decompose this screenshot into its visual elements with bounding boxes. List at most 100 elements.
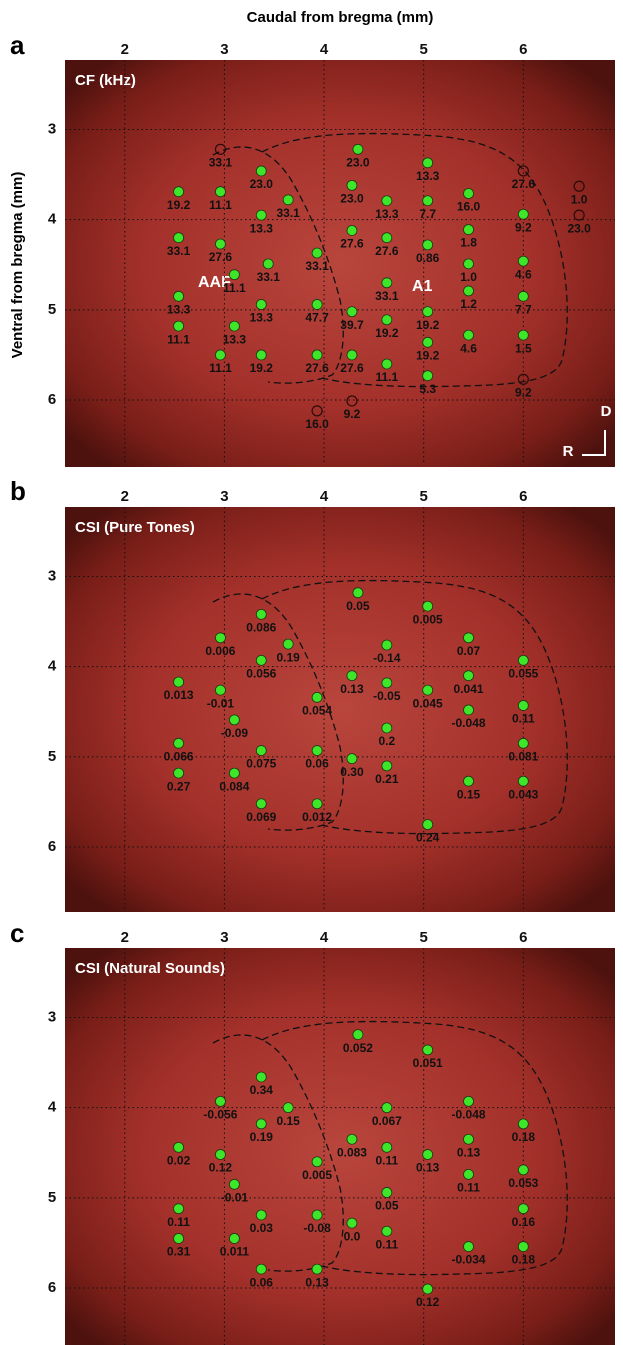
y-tick-label: 5 — [48, 301, 56, 318]
site-label: 13.3 — [375, 207, 399, 221]
site — [174, 233, 184, 243]
site-label: 4.6 — [515, 267, 532, 281]
site — [464, 259, 474, 269]
site-label: 0.19 — [250, 1130, 274, 1144]
site — [423, 820, 433, 830]
site-label: 0.18 — [512, 1253, 536, 1267]
site-label: 0.21 — [375, 772, 399, 786]
site — [382, 1103, 392, 1113]
site — [229, 768, 239, 778]
site — [256, 1264, 266, 1274]
site-label: 0.15 — [457, 787, 481, 801]
site-label: 9.2 — [344, 407, 361, 421]
site-label: 19.2 — [250, 361, 274, 375]
site-label: 0.11 — [375, 1237, 398, 1251]
site — [256, 746, 266, 756]
site-label: 1.0 — [571, 192, 588, 206]
site — [382, 678, 392, 688]
site — [256, 799, 266, 809]
site — [312, 1264, 322, 1274]
x-tick-label: 4 — [320, 488, 329, 505]
site — [382, 640, 392, 650]
site — [353, 588, 363, 598]
site-label: 0.06 — [250, 1275, 274, 1289]
site-label: 0.06 — [305, 757, 329, 771]
site-label: 0.006 — [205, 644, 235, 658]
site-label: 33.1 — [305, 259, 329, 273]
site-label: 0.012 — [302, 810, 332, 824]
x-tick-label: 6 — [519, 929, 527, 946]
site-label: 0.0 — [344, 1229, 361, 1243]
site — [174, 187, 184, 197]
y-axis-title: Ventral from bregma (mm) — [9, 172, 26, 359]
site — [464, 286, 474, 296]
site — [382, 196, 392, 206]
site-label: 0.051 — [413, 1056, 443, 1070]
site-label: 1.8 — [460, 236, 477, 250]
site — [256, 350, 266, 360]
site-label: 16.0 — [305, 417, 329, 431]
site-label: 23.0 — [250, 177, 274, 191]
site-label: 27.6 — [375, 244, 399, 258]
site — [518, 776, 528, 786]
site-label: 13.3 — [167, 302, 191, 316]
site-label: 0.07 — [457, 644, 481, 658]
site-label: 0.16 — [512, 1215, 536, 1229]
site — [312, 1210, 322, 1220]
site — [283, 1103, 293, 1113]
site-label: 27.6 — [340, 361, 364, 375]
site-label: 7.7 — [515, 302, 532, 316]
site-label: 11.1 — [375, 370, 398, 384]
site-label: 13.3 — [416, 169, 440, 183]
site — [256, 166, 266, 176]
site — [423, 1045, 433, 1055]
site — [382, 233, 392, 243]
site-label: 0.013 — [164, 688, 194, 702]
site — [518, 330, 528, 340]
site — [215, 685, 225, 695]
site-label: 33.1 — [375, 289, 399, 303]
site-label: -0.034 — [452, 1253, 486, 1267]
x-tick-label: 4 — [320, 41, 329, 58]
x-axis-title: Caudal from bregma (mm) — [247, 9, 434, 26]
site-label: 0.11 — [457, 1181, 480, 1195]
site-label: 33.1 — [167, 244, 191, 258]
site-label: 5.3 — [419, 382, 436, 396]
site-label: 0.13 — [416, 1161, 440, 1175]
x-tick-label: 4 — [320, 929, 329, 946]
panel-a-background — [65, 60, 615, 467]
site-label: 0.081 — [508, 749, 538, 763]
x-tick-label: 2 — [121, 41, 129, 58]
site — [518, 256, 528, 266]
site — [464, 330, 474, 340]
site-label: 11.1 — [209, 361, 232, 375]
panel-b-background — [65, 507, 615, 912]
site — [382, 359, 392, 369]
site — [174, 738, 184, 748]
site-label: 0.075 — [246, 757, 276, 771]
y-tick-label: 6 — [48, 391, 56, 408]
site-label: 0.11 — [512, 712, 535, 726]
site — [174, 1142, 184, 1152]
site — [464, 225, 474, 235]
site — [263, 259, 273, 269]
site-label: 7.7 — [419, 207, 436, 221]
site-label: -0.08 — [303, 1221, 331, 1235]
site — [312, 1157, 322, 1167]
site — [256, 210, 266, 220]
region-label: A1 — [412, 278, 433, 295]
site — [518, 1119, 528, 1129]
site — [229, 715, 239, 725]
site-label: 0.005 — [413, 612, 443, 626]
site-label: 0.05 — [375, 1199, 399, 1213]
site-label: 0.056 — [246, 667, 276, 681]
site — [312, 350, 322, 360]
y-tick-label: 4 — [48, 658, 57, 675]
site-label: 23.0 — [346, 155, 370, 169]
site-label: 0.13 — [340, 682, 364, 696]
site — [256, 655, 266, 665]
site-label: 23.0 — [340, 192, 364, 206]
site — [382, 1226, 392, 1236]
site-label: 11.1 — [209, 198, 232, 212]
site-label: 0.005 — [302, 1168, 332, 1182]
